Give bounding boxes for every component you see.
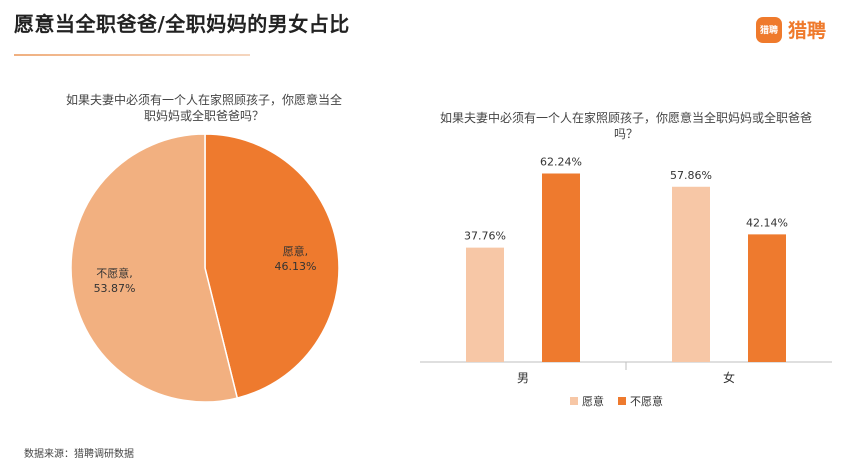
bar-value-label: 42.14% [746,216,788,229]
x-tick-label: 男 [517,371,529,385]
pie-slice-value: 46.13% [274,260,316,273]
pie-slice [204,133,340,399]
x-tick-label: 女 [723,370,735,385]
bar-value-label: 57.86% [670,169,712,182]
bar-value-label: 62.24% [540,156,582,169]
legend-label: 不愿意 [630,394,663,408]
bar [466,247,504,362]
pie-slice-label: 不愿意, [96,266,133,280]
page-title: 愿意当全职爸爸/全职妈妈的男女占比 [14,12,350,36]
brand-logo-text: 猎聘 [787,20,826,42]
title-underline [14,54,250,56]
pie-slice-value: 53.87% [94,282,136,295]
brand-logo-icon: 猎聘 [755,16,782,43]
legend-swatch [570,397,578,405]
bar [542,173,580,362]
bar-chart-title: 如果夫妻中必须有一个人在家照顾孩子，你愿意当全职妈妈或全职爸爸吗？ [439,111,812,141]
legend-label: 愿意 [582,394,604,408]
bar [672,186,710,362]
data-source-note: 数据来源：猎聘调研数据 [24,449,134,460]
pie-slice [70,133,239,403]
brand-logo: 猎聘 猎聘 [755,16,826,43]
pie-chart-title: 如果夫妻中必须有一个人在家照顾孩子，你愿意当全职妈妈或全职爸爸吗？ [65,93,342,123]
legend-swatch [618,397,626,405]
pie-slice-label: 愿意, [283,244,309,258]
bar-value-label: 37.76% [464,230,506,243]
bar [748,234,786,362]
